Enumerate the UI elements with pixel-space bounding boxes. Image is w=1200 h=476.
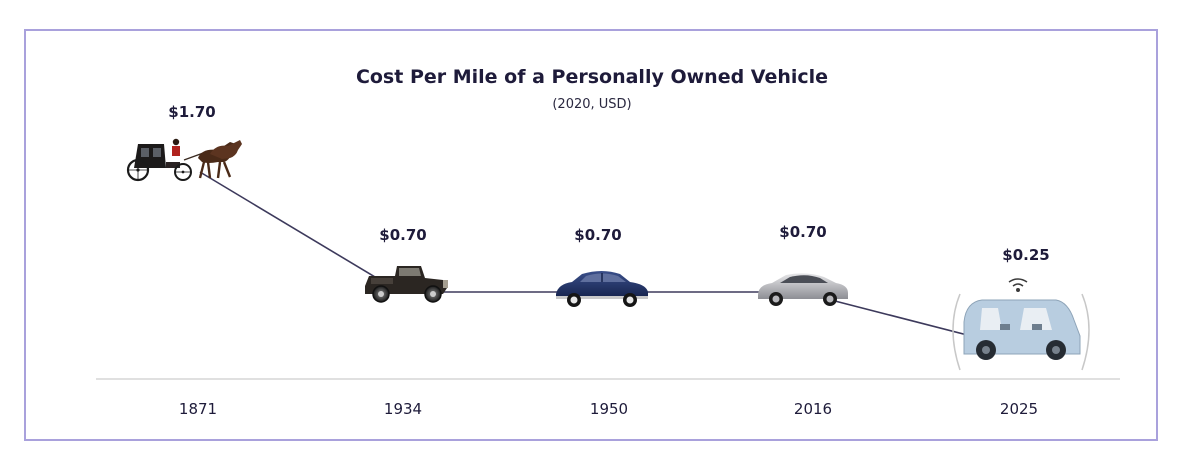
data-label-2016: $0.70 [779,223,826,241]
tick-label-1934: 1934 [384,400,422,418]
data-label-1871: $1.70 [168,103,215,121]
tick-label-2025: 2025 [1000,400,1038,418]
chart-subtitle: (2020, USD) [552,97,631,112]
line-segment-1871-1934 [199,171,401,293]
chart-frame [24,29,1158,441]
data-label-1934: $0.70 [379,226,426,244]
horse-carriage-icon [126,138,242,182]
classic-sedan-icon [556,271,648,307]
tick-label-1950: 1950 [590,400,628,418]
chart-title: Cost Per Mile of a Personally Owned Vehi… [356,66,828,88]
data-label-2025: $0.25 [1002,246,1049,264]
tick-label-2016: 2016 [794,400,832,418]
vintage-car-icon [365,266,448,303]
series-line [199,171,1011,347]
modern-sedan-icon [758,273,848,306]
tick-label-1871: 1871 [179,400,217,418]
data-label-1950: $0.70 [574,226,621,244]
autonomous-vehicle-icon [952,278,1090,371]
wifi-icon [1016,288,1020,292]
